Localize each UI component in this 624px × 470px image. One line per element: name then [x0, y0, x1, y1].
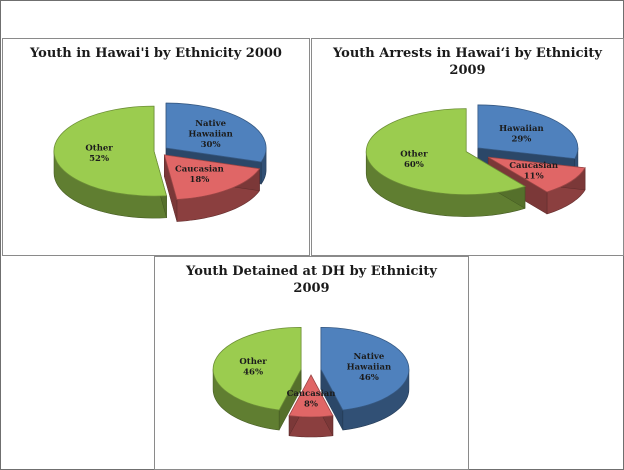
pie-category-label-caucasian: Caucasian	[509, 161, 558, 171]
pie-category-label-other: Other	[85, 143, 113, 153]
pie-value-label-other: 60%	[404, 160, 424, 170]
pie-value-label-caucasian: 8%	[304, 399, 318, 409]
pie-category-label-native-hawaiian: Hawaiian	[188, 130, 233, 140]
pie-slice-native-hawaiian	[320, 326, 410, 411]
pie-slice-caucasian	[487, 156, 586, 193]
pie-category-label-native-hawaiian: Native	[195, 119, 226, 129]
pie-slice-hawaiian	[477, 104, 579, 160]
chart-panel-youth-detained: Youth Detained at DH by Ethnicity 2009 N…	[154, 256, 469, 470]
pie-category-label-caucasian: Caucasian	[175, 165, 224, 175]
pie-slice-other	[365, 108, 526, 196]
pie-category-label-native-hawaiian: Native	[354, 352, 385, 362]
pie-slice-caucasian	[288, 374, 334, 418]
pie-slice-other	[53, 105, 168, 197]
chart-title: Youth in Hawai'i by Ethnicity 2000	[30, 46, 282, 61]
pie-value-label-native-hawaiian: 46%	[359, 373, 379, 383]
pie-value-label-caucasian: 18%	[189, 175, 209, 185]
chart-panel-youth-population: Youth in Hawai'i by Ethnicity 2000 Nativ…	[2, 38, 310, 256]
pie-category-label-native-hawaiian: Hawaiian	[347, 363, 392, 373]
pie-slice-other	[212, 326, 302, 411]
pie-slice-native-hawaiian	[165, 102, 267, 163]
chart-panel-youth-arrests: Youth Arrests in Hawai‘i by Ethnicity 20…	[311, 38, 624, 256]
pie-value-label-other: 52%	[89, 154, 109, 164]
pie-category-label-caucasian: Caucasian	[287, 389, 336, 399]
pie-category-label-other: Other	[239, 357, 267, 367]
pie-category-label-hawaiian: Hawaiian	[499, 124, 544, 134]
pie-value-label-native-hawaiian: 30%	[201, 140, 221, 150]
chart-title: Youth Detained at DH by Ethnicity 2009	[186, 264, 437, 296]
pie-value-label-other: 46%	[243, 368, 263, 378]
chart-title: Youth Arrests in Hawai‘i by Ethnicity 20…	[333, 46, 602, 78]
pie-slice-caucasian	[163, 154, 261, 200]
pie-category-label-other: Other	[400, 150, 428, 160]
pie-value-label-caucasian: 11%	[524, 172, 544, 182]
pie-value-label-hawaiian: 29%	[511, 135, 531, 145]
